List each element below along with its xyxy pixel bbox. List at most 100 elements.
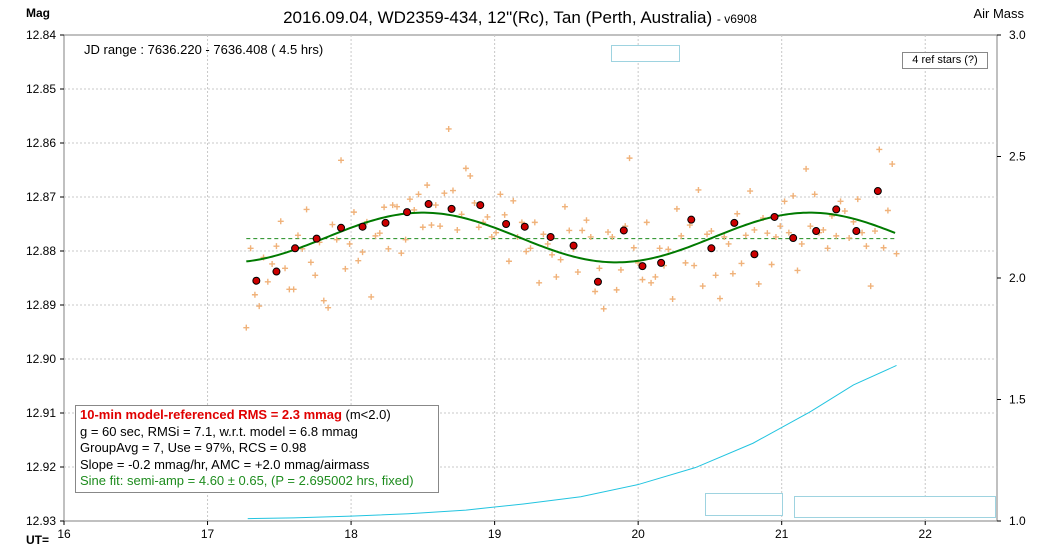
raw-point [540, 231, 547, 238]
raw-point [704, 231, 711, 238]
raw-point [794, 267, 801, 274]
x-tick-label: 20 [631, 527, 645, 541]
x-tick-label: 18 [344, 527, 358, 541]
raw-point [656, 245, 663, 252]
raw-point [467, 172, 474, 179]
raw-point [307, 259, 314, 266]
raw-point [488, 233, 495, 240]
ref-stars-button[interactable]: 4 ref stars (?) [902, 52, 988, 69]
raw-point [648, 279, 655, 286]
raw-point [342, 265, 349, 272]
raw-point [389, 202, 396, 209]
raw-point [889, 161, 896, 168]
raw-point [445, 125, 452, 132]
raw-point [501, 211, 508, 218]
raw-point [333, 236, 340, 243]
raw-point [312, 272, 319, 279]
sine-fit-line [246, 211, 896, 264]
group-average-point [852, 227, 861, 236]
raw-point [402, 236, 409, 243]
raw-point [846, 235, 853, 242]
raw-point [372, 232, 379, 239]
raw-point [419, 224, 426, 231]
raw-point [424, 182, 431, 189]
raw-point [876, 146, 883, 153]
x-tick-label: 21 [775, 527, 789, 541]
group-average-point [312, 234, 321, 243]
raw-point [643, 219, 650, 226]
raw-point [790, 192, 797, 199]
raw-point [691, 262, 698, 269]
raw-point [376, 230, 383, 237]
y2-axis-label: Air Mass [973, 6, 1024, 21]
raw-point [510, 197, 517, 204]
raw-point [695, 186, 702, 193]
axes: 16 17 18 19 20 21 22 12.84 12.85 12.86 12.87 12.88 1… [26, 28, 1026, 541]
y-tick-label: 12.90 [26, 352, 56, 366]
raw-point [290, 286, 297, 293]
y2-tick-label: 3.0 [1009, 28, 1026, 42]
airmass-line [247, 365, 897, 520]
y-tick-label: 12.93 [26, 514, 56, 528]
raw-point [729, 270, 736, 277]
raw-point [803, 165, 810, 172]
raw-point [682, 259, 689, 266]
group-averages [252, 187, 882, 286]
jd-range: JD range : 7636.220 - 7636.408 ( 4.5 hrs… [84, 42, 324, 57]
group-average-point [520, 222, 529, 231]
raw-point [329, 221, 336, 228]
group-average-point [707, 244, 716, 253]
group-average-point [750, 250, 759, 259]
raw-point [368, 293, 375, 300]
raw-point [699, 283, 706, 290]
raw-point [385, 245, 392, 252]
group-average-point [657, 258, 666, 267]
raw-point [462, 165, 469, 172]
raw-point [471, 199, 478, 206]
raw-point [785, 229, 792, 236]
raw-point [768, 261, 775, 268]
raw-point [325, 304, 332, 311]
group-average-point [770, 212, 779, 221]
raw-point [458, 211, 465, 218]
raw-point [747, 188, 754, 195]
raw-point [764, 230, 771, 237]
group-average-point [593, 277, 602, 286]
raw-point [256, 303, 263, 310]
raw-point [867, 283, 874, 290]
raw-point [859, 229, 866, 236]
empty-box-top [611, 45, 680, 62]
raw-point [811, 191, 818, 198]
version-text: - v6908 [716, 12, 757, 26]
raw-point [484, 213, 491, 220]
rms-line: 10-min model-referenced RMS = 2.3 mmag (… [80, 407, 434, 424]
raw-point [338, 157, 345, 164]
raw-point [833, 232, 840, 239]
x-tick-label: 22 [919, 527, 933, 541]
group-average-point [730, 218, 739, 227]
raw-point [721, 233, 728, 240]
y2-tick-label: 2.0 [1009, 271, 1026, 285]
airmass-curve [247, 365, 897, 520]
raw-point [441, 190, 448, 197]
raw-point [273, 243, 280, 250]
y-tick-label: 12.91 [26, 406, 56, 420]
raw-point [755, 280, 762, 287]
raw-point [475, 224, 482, 231]
raw-point [820, 226, 827, 233]
raw-point [437, 223, 444, 230]
x-tick-label: 16 [57, 527, 71, 541]
raw-point [381, 204, 388, 211]
raw-point [639, 276, 646, 283]
raw-point [394, 203, 401, 210]
y-tick-label: 12.88 [26, 244, 56, 258]
y-tick-label: 12.85 [26, 82, 56, 96]
raw-point [428, 222, 435, 229]
raw-point [824, 245, 831, 252]
raw-point [264, 278, 271, 285]
raw-point [712, 272, 719, 279]
y-tick-label: 12.86 [26, 136, 56, 150]
raw-point [355, 257, 362, 264]
raw-point [251, 291, 258, 298]
group-average-point [476, 201, 485, 210]
